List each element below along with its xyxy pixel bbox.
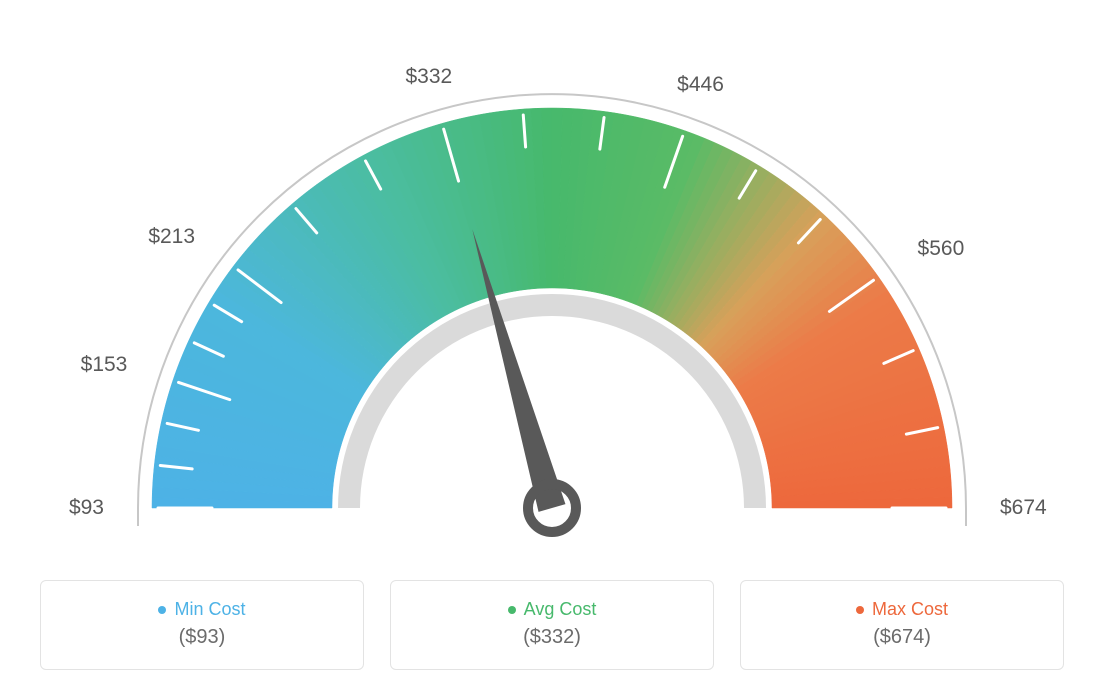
gauge-tick-label: $213: [148, 225, 195, 249]
gauge-tick-label: $332: [405, 65, 452, 89]
cost-gauge-chart: $93 $153 $213 $332 $446 $560 $674 Min Cost ($9…: [0, 0, 1104, 690]
legend-card-avg: Avg Cost ($332): [390, 580, 714, 670]
gauge-tick-label: $674: [1000, 496, 1047, 520]
legend-title-min: Min Cost: [158, 599, 245, 620]
gauge-tick-label: $446: [677, 73, 724, 97]
gauge-tick-label: $93: [69, 496, 104, 520]
legend-value-min: ($93): [179, 626, 226, 649]
gauge-tick-label: $560: [918, 237, 965, 261]
gauge-tick-label: $153: [81, 353, 128, 377]
legend-title-max: Max Cost: [856, 599, 948, 620]
legend-card-max: Max Cost ($674): [740, 580, 1064, 670]
legend-label-min: Min Cost: [174, 599, 245, 620]
legend-label-max: Max Cost: [872, 599, 948, 620]
gauge-area: $93 $153 $213 $332 $446 $560 $674: [0, 0, 1104, 560]
legend-dot-avg: [508, 606, 516, 614]
legend-value-avg: ($332): [523, 626, 581, 649]
legend-dot-min: [158, 606, 166, 614]
legend-label-avg: Avg Cost: [524, 599, 597, 620]
gauge-svg: [0, 0, 1104, 560]
legend-title-avg: Avg Cost: [508, 599, 597, 620]
legend-card-min: Min Cost ($93): [40, 580, 364, 670]
legend-row: Min Cost ($93) Avg Cost ($332) Max Cost …: [40, 580, 1064, 670]
legend-dot-max: [856, 606, 864, 614]
legend-value-max: ($674): [873, 626, 931, 649]
